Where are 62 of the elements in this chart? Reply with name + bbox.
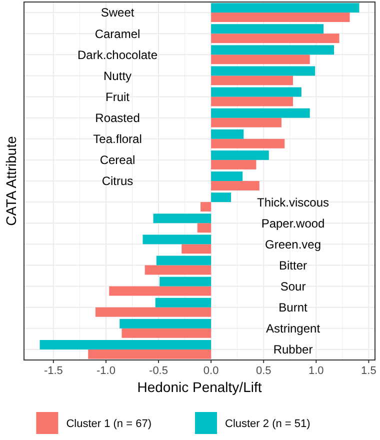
bar: [211, 54, 310, 64]
x-tick-label: 1.5: [361, 365, 376, 377]
y-tick-label: Astringent: [266, 322, 321, 336]
bar: [211, 66, 316, 76]
y-tick-label: Nutty: [104, 68, 132, 83]
bar: [142, 234, 212, 244]
bar: [122, 328, 212, 338]
bar: [211, 45, 334, 55]
x-axis-title: Hedonic Penalty/Lift: [137, 379, 262, 395]
x-tick-label: -1.0: [96, 365, 116, 377]
bar: [211, 172, 243, 181]
bar: [155, 298, 212, 308]
bar: [211, 96, 294, 106]
y-tick-label: Cereal: [100, 153, 136, 168]
bar: [144, 265, 212, 275]
legend-label: Cluster 1 (n = 67): [66, 418, 152, 430]
bar: [211, 24, 324, 34]
y-tick-label: Rubber: [273, 342, 313, 357]
y-tick-label: Caramel: [94, 26, 140, 41]
bar: [182, 244, 212, 254]
x-tick-label: 0.0: [203, 365, 219, 377]
x-tick-label: 0.5: [256, 365, 272, 377]
bar: [211, 192, 232, 202]
bar: [200, 202, 212, 212]
legend-label: Cluster 2 (n = 51): [225, 418, 310, 430]
y-tick-label: Sweet: [100, 6, 135, 20]
bar: [211, 3, 360, 13]
bar: [40, 340, 212, 350]
y-tick-label: Tea.floral: [93, 132, 142, 146]
bar: [211, 87, 302, 97]
y-tick-label: Paper.wood: [261, 216, 325, 230]
y-tick-label: Burnt: [278, 300, 308, 315]
y-tick-label: Fruit: [106, 90, 130, 104]
bar: [88, 349, 212, 359]
bar: [120, 318, 212, 328]
bar: [211, 118, 282, 128]
y-axis-title: CATA Attribute: [3, 136, 19, 226]
x-tick-label: -0.5: [149, 365, 168, 377]
bar: [211, 138, 285, 148]
bar: [156, 256, 212, 266]
bar: [153, 214, 212, 224]
bar: [95, 307, 212, 317]
bar: [197, 223, 212, 233]
bar: [211, 181, 260, 190]
bar: [211, 34, 340, 44]
y-tick-label: Green.veg: [265, 237, 322, 252]
y-tick-label: Citrus: [102, 174, 134, 188]
x-tick-label: -1.5: [44, 365, 63, 377]
bar: [211, 76, 294, 86]
bar: [211, 129, 244, 139]
bar: [211, 12, 350, 22]
bar: [160, 276, 212, 286]
y-tick-label: Dark.chocolate: [78, 48, 158, 62]
bar: [211, 150, 269, 160]
bar: [109, 286, 212, 296]
bar: [211, 108, 310, 118]
y-tick-label: Thick.viscous: [257, 195, 330, 210]
y-tick-label: Bitter: [279, 258, 308, 272]
bar: [211, 160, 256, 170]
x-tick-label: 1.0: [308, 365, 324, 377]
y-tick-label: Sour: [280, 279, 306, 294]
y-tick-label: Roasted: [95, 111, 140, 126]
